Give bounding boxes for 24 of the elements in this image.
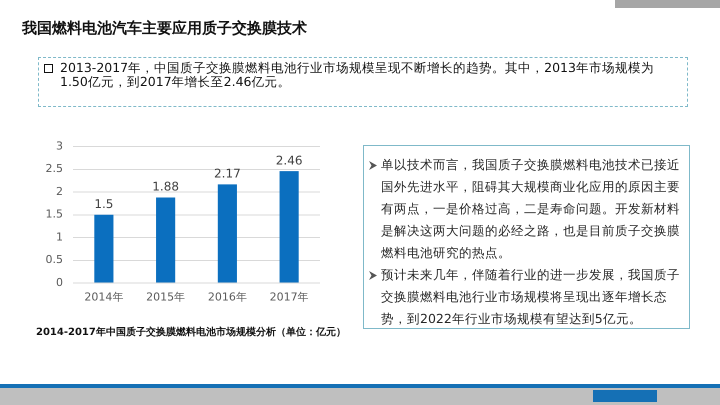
- text: 预计未来几年，伴随着行业的进一步发展，我国质子交换膜燃料电池行业市场规模将呈现出逐年增长态势，到2022年行业市场规模有望达到5亿元。: [381, 266, 681, 328]
- chart-title: 我国燃料电池汽车主要应用质子交换膜技术: [22, 19, 307, 38]
- data-label: 2.46: [276, 153, 302, 168]
- data-label: 2.17: [214, 166, 241, 180]
- data-label: 1.88: [152, 180, 179, 194]
- y-tick-label: 0.5: [46, 253, 63, 266]
- text: 单以技术而言，我国质子交换膜燃料电池技术已接近国外先进水平，阻碍其大规模商业化应用的原因主要有两点，一是价格过高，二是寿命问题。开发新材料是解决这两大问题的必经之路，也是目前质子交换膜燃料电池研究的热点。: [381, 156, 681, 262]
- x-tick-label: 2014年: [84, 290, 124, 304]
- y-tick-label: 0: [56, 276, 63, 289]
- text: 2013-2017年，中国质子交换膜燃料电池行业市场规模呈现不断增长的趋势。其中，2013年市场规模为1.50亿元，到2017年增长至2.46亿元。: [60, 60, 655, 89]
- bar: [280, 171, 299, 282]
- bar: [94, 214, 114, 282]
- x-tick-label: 2017年: [270, 290, 309, 304]
- bar: [218, 184, 237, 282]
- y-tick-label: 1.5: [46, 208, 63, 221]
- x-tick-label: 2016年: [208, 290, 247, 304]
- bar: [156, 198, 176, 282]
- y-tick-label: 2: [56, 184, 63, 198]
- y-tick-label: 1: [56, 230, 63, 244]
- y-tick-label: 2.5: [46, 162, 63, 176]
- text: 2014-2017年中国质子交换膜燃料电池市场规模分析（单位：亿元）: [36, 325, 346, 339]
- data-label: 1.5: [94, 196, 114, 211]
- y-tick-label: 3: [56, 139, 63, 152]
- x-tick-label: 2015年: [146, 290, 186, 304]
